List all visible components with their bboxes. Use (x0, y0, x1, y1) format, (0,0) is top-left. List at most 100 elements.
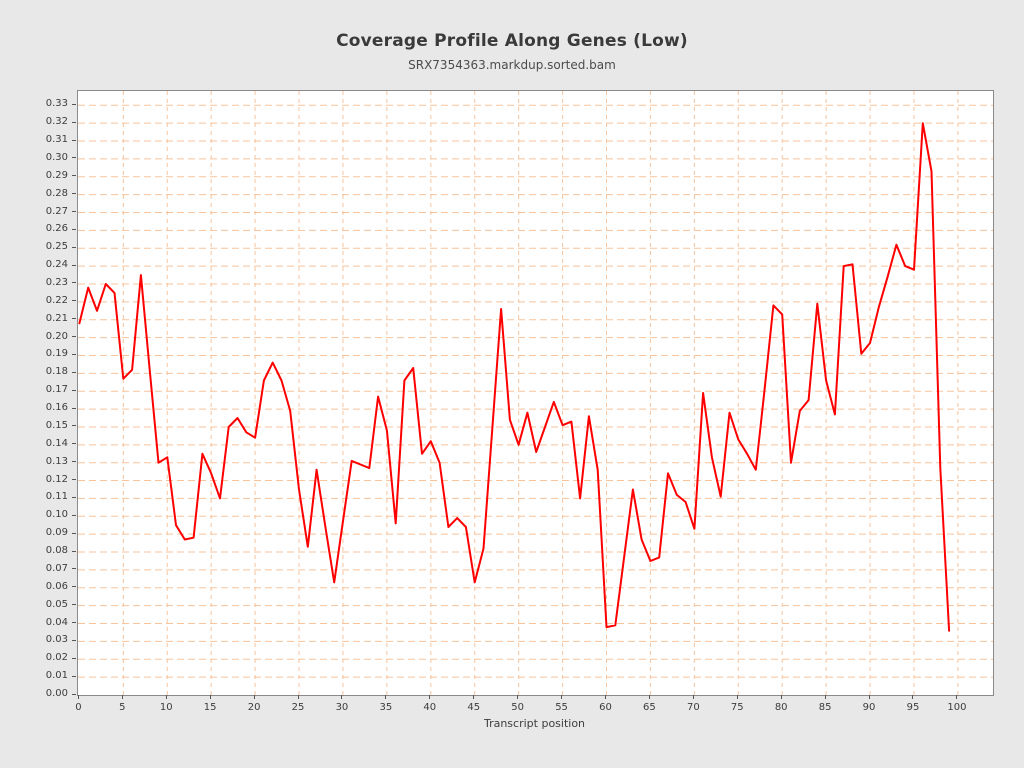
x-tick-label: 70 (686, 702, 700, 713)
y-tick-label: 0.10 (45, 509, 68, 521)
x-tick-mark (868, 695, 870, 699)
x-tick-label: 15 (203, 702, 217, 713)
x-tick-label: 10 (159, 702, 173, 713)
y-tick-mark (72, 121, 76, 123)
y-tick-mark (72, 550, 76, 552)
x-tick-label: 40 (423, 702, 437, 713)
x-tick-mark (956, 695, 958, 699)
y-tick-label: 0.33 (45, 98, 68, 110)
x-tick-mark (648, 695, 650, 699)
y-tick-label: 0.13 (45, 455, 68, 467)
y-tick-label: 0.24 (45, 259, 68, 271)
x-tick-label: 75 (730, 702, 744, 713)
x-tick-mark (121, 695, 123, 699)
y-tick-label: 0.05 (45, 598, 68, 610)
y-tick-label: 0.21 (45, 312, 68, 324)
y-tick-label: 0.25 (45, 241, 68, 253)
x-tick-label: 90 (862, 702, 876, 713)
x-tick-label: 100 (947, 702, 967, 713)
y-tick-mark (72, 479, 76, 481)
y-tick-mark (72, 675, 76, 677)
x-tick-mark (692, 695, 694, 699)
x-tick-label: 25 (291, 702, 305, 713)
y-tick-mark (72, 514, 76, 516)
x-tick-mark (429, 695, 431, 699)
y-tick-label: 0.20 (45, 330, 68, 342)
y-tick-mark (72, 693, 76, 695)
y-tick-label: 0.11 (45, 491, 68, 503)
y-tick-label: 0.18 (45, 366, 68, 378)
y-tick-mark (72, 604, 76, 606)
x-tick-label: 85 (818, 702, 832, 713)
x-tick-mark (473, 695, 475, 699)
y-tick-label: 0.14 (45, 437, 68, 449)
y-tick-mark (72, 532, 76, 534)
y-tick-mark (72, 157, 76, 159)
y-tick-mark (72, 193, 76, 195)
y-tick-label: 0.29 (45, 169, 68, 181)
y-tick-mark (72, 246, 76, 248)
y-tick-label: 0.03 (45, 634, 68, 646)
coverage-line-chart (78, 91, 993, 695)
x-tick-mark (780, 695, 782, 699)
y-tick-mark (72, 568, 76, 570)
x-tick-mark (297, 695, 299, 699)
x-tick-label: 45 (467, 702, 481, 713)
y-tick-mark (72, 622, 76, 624)
chart-title: Coverage Profile Along Genes (Low) (336, 31, 688, 51)
y-tick-mark (72, 264, 76, 266)
y-tick-mark (72, 300, 76, 302)
coverage-line (78, 122, 951, 632)
x-tick-mark (385, 695, 387, 699)
y-tick-label: 0.06 (45, 580, 68, 592)
x-tick-mark (77, 695, 79, 699)
y-tick-mark (72, 496, 76, 498)
y-tick-label: 0.27 (45, 205, 68, 217)
y-tick-label: 0.23 (45, 276, 68, 288)
x-tick-mark (736, 695, 738, 699)
y-tick-label: 0.02 (45, 652, 68, 664)
y-tick-mark (72, 228, 76, 230)
y-tick-label: 0.32 (45, 116, 68, 128)
y-tick-label: 0.00 (45, 688, 68, 699)
y-tick-label: 0.12 (45, 473, 68, 485)
y-tick-mark (72, 639, 76, 641)
y-tick-label: 0.19 (45, 348, 68, 360)
y-tick-label: 0.04 (45, 616, 68, 628)
x-tick-label: 65 (643, 702, 656, 713)
y-tick-label: 0.28 (45, 187, 68, 199)
y-tick-mark (72, 407, 76, 409)
y-tick-mark (72, 336, 76, 338)
y-tick-label: 0.08 (45, 545, 68, 557)
x-tick-label: 55 (555, 702, 568, 713)
y-tick-label: 0.09 (45, 527, 68, 539)
x-tick-label: 0 (75, 702, 82, 713)
y-tick-mark (72, 657, 76, 659)
x-tick-label: 60 (599, 702, 612, 713)
y-tick-label: 0.30 (45, 151, 68, 163)
x-tick-mark (341, 695, 343, 699)
x-tick-mark (605, 695, 606, 699)
y-tick-mark (72, 586, 76, 588)
y-tick-mark (72, 353, 76, 355)
x-tick-mark (824, 695, 826, 699)
x-tick-mark (561, 695, 563, 699)
x-tick-mark (912, 695, 914, 699)
y-tick-mark (72, 103, 76, 105)
x-tick-mark (165, 695, 167, 699)
y-tick-label: 0.16 (45, 402, 68, 414)
y-tick-mark (72, 425, 76, 427)
y-tick-mark (72, 139, 76, 141)
y-tick-label: 0.22 (45, 294, 68, 306)
y-tick-label: 0.07 (45, 562, 68, 574)
x-tick-label: 30 (335, 702, 349, 713)
y-tick-mark (72, 318, 76, 320)
x-tick-mark (209, 695, 211, 699)
y-tick-mark (72, 282, 76, 284)
y-tick-label: 0.26 (45, 223, 68, 235)
y-tick-mark (72, 461, 76, 463)
x-tick-label: 50 (511, 702, 524, 713)
y-tick-mark (72, 211, 76, 212)
x-tick-mark (253, 695, 255, 699)
